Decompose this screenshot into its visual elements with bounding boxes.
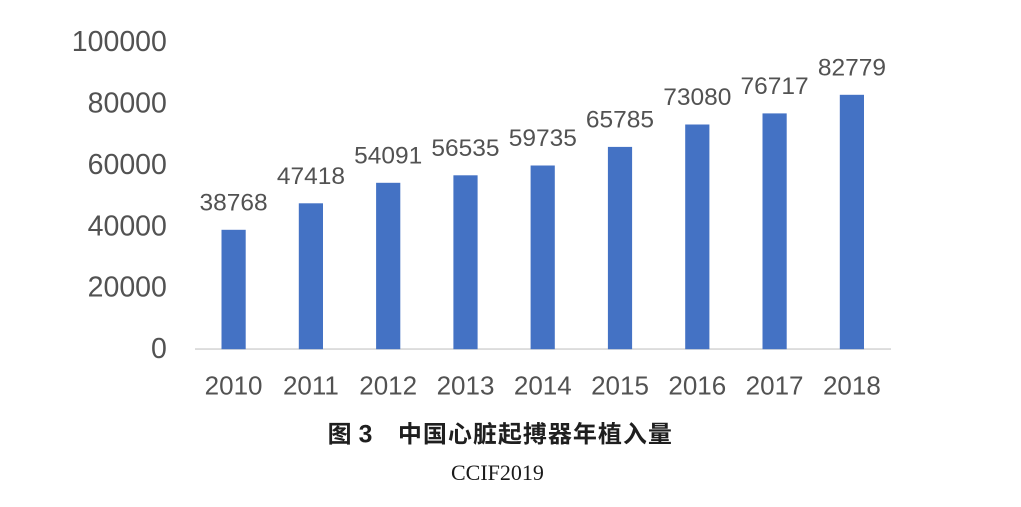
- svg-text:59735: 59735: [509, 125, 577, 152]
- svg-text:40000: 40000: [88, 210, 167, 242]
- svg-text:2013: 2013: [437, 370, 495, 400]
- svg-text:2010: 2010: [205, 370, 263, 400]
- svg-text:38768: 38768: [200, 189, 268, 216]
- svg-text:2011: 2011: [283, 370, 339, 400]
- svg-text:2017: 2017: [746, 370, 804, 400]
- svg-text:54091: 54091: [354, 142, 422, 169]
- svg-text:47418: 47418: [277, 163, 345, 190]
- svg-text:2015: 2015: [591, 370, 649, 400]
- svg-text:2012: 2012: [359, 370, 417, 400]
- svg-text:60000: 60000: [88, 149, 167, 181]
- svg-text:82779: 82779: [818, 54, 886, 81]
- svg-text:65785: 65785: [586, 107, 654, 134]
- svg-text:80000: 80000: [88, 88, 167, 120]
- svg-text:CCIF2019: CCIF2019: [451, 460, 544, 485]
- svg-text:20000: 20000: [88, 272, 167, 304]
- svg-text:56535: 56535: [431, 135, 499, 162]
- svg-text:2018: 2018: [823, 370, 881, 400]
- svg-text:0: 0: [151, 333, 167, 365]
- svg-text:2016: 2016: [668, 370, 726, 400]
- svg-text:3: 3: [359, 421, 373, 448]
- svg-text:100000: 100000: [72, 26, 167, 58]
- svg-text:76717: 76717: [741, 73, 809, 100]
- svg-text:73080: 73080: [663, 84, 731, 111]
- svg-text:2014: 2014: [514, 370, 572, 400]
